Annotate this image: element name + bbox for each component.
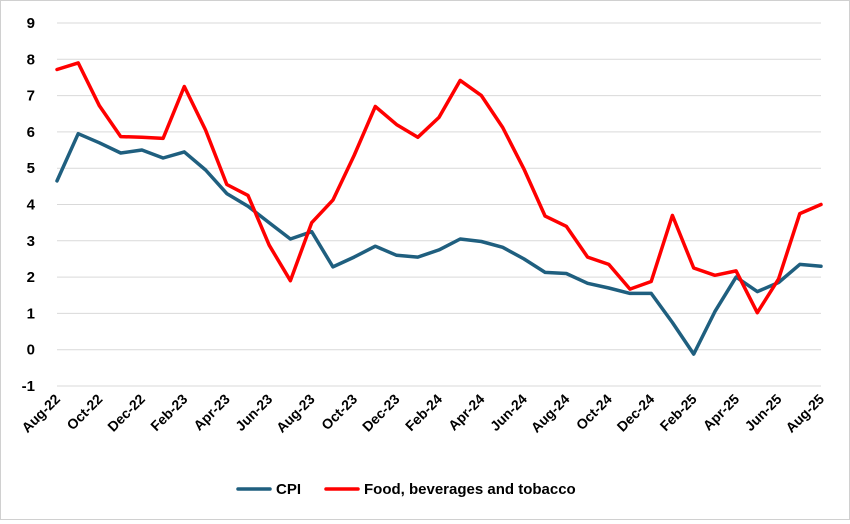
- x-tick-label: Aug-22: [18, 391, 63, 436]
- y-tick-label: -1: [22, 378, 35, 395]
- x-tick-label: Jun-24: [487, 391, 530, 434]
- x-tick-label: Jun-25: [741, 391, 784, 434]
- y-tick-label: 2: [27, 269, 35, 286]
- x-tick-label: Feb-25: [657, 391, 700, 434]
- series-lines: [55, 61, 823, 356]
- x-tick-label: Oct-23: [318, 391, 360, 433]
- gridlines: [57, 22, 821, 387]
- x-tick-label: Oct-24: [573, 391, 615, 433]
- series-line-cpi: [55, 131, 823, 356]
- x-tick-label: Aug-24: [528, 391, 573, 436]
- y-tick-label: 7: [27, 88, 35, 105]
- y-tick-label: 9: [27, 15, 35, 32]
- legend: CPI Food, beverages and tobacco: [236, 481, 576, 498]
- y-tick-label: 3: [27, 233, 35, 250]
- y-axis-ticks: -1 0 1 2 3 4 5 6 7 8 9: [22, 15, 36, 395]
- x-tick-label: Dec-24: [614, 391, 658, 435]
- x-tick-label: Aug-25: [782, 391, 827, 436]
- legend-label: CPI: [276, 481, 301, 498]
- y-tick-label: 4: [27, 197, 36, 214]
- x-tick-label: Dec-23: [359, 391, 403, 435]
- y-tick-label: 6: [27, 124, 35, 141]
- legend-label: Food, beverages and tobacco: [364, 481, 576, 498]
- x-tick-label: Feb-23: [147, 391, 190, 434]
- y-tick-label: 1: [27, 305, 35, 322]
- x-tick-label: Dec-22: [104, 391, 148, 435]
- x-tick-label: Aug-23: [273, 391, 318, 436]
- x-tick-label: Apr-24: [445, 391, 488, 434]
- x-tick-label: Jun-23: [232, 391, 275, 434]
- x-tick-label: Oct-22: [63, 391, 105, 433]
- series-line-food-beverages-tobacco: [55, 61, 823, 315]
- x-tick-label: Feb-24: [402, 391, 445, 434]
- y-tick-label: 8: [27, 51, 35, 68]
- y-tick-label: 5: [27, 160, 35, 177]
- x-tick-label: Apr-25: [700, 391, 743, 434]
- y-tick-label: 0: [27, 342, 35, 359]
- x-tick-label: Apr-23: [190, 391, 233, 434]
